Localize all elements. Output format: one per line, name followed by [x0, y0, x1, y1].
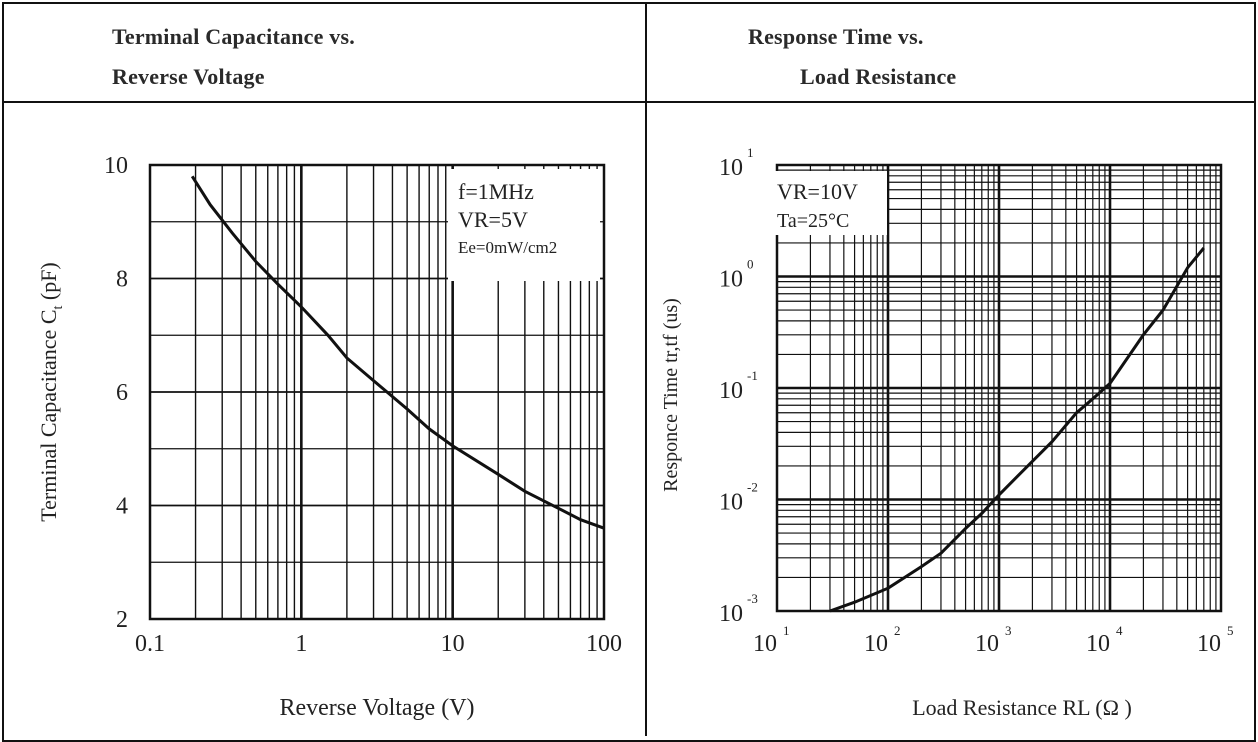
x-tick-label: 10	[864, 631, 888, 657]
response-time-curve	[829, 247, 1205, 613]
x-tick-exponent: 3	[1005, 623, 1012, 638]
tick-labels: 0.1 1 10 100 2 4 6 8 10	[104, 153, 622, 657]
condition-temperature: Ta=25°C	[777, 210, 849, 232]
y-tick-label: 4	[116, 494, 128, 520]
x-tick-exponent: 1	[783, 623, 790, 638]
x-axis-label: Load Resistance RL (Ω )	[912, 695, 1132, 720]
y-tick-exponent: -3	[747, 591, 758, 606]
left-panel-title-line2: Reverse Voltage	[112, 64, 265, 89]
tick-labels: 10 1 10 2 10 3 10 4 10 5 10 1 10 0 10 -1 10 -2 10 -3	[719, 145, 1234, 657]
conditions-box-bg	[448, 169, 600, 281]
condition-reverse-voltage: VR=5V	[458, 207, 528, 232]
y-tick-label: 6	[116, 380, 128, 406]
x-axis-label: Reverse Voltage (V)	[279, 695, 474, 721]
y-tick-label: 10	[719, 267, 743, 293]
conditions-box-bg	[775, 171, 887, 235]
x-tick-label: 10	[753, 631, 777, 657]
y-tick-label: 10	[719, 155, 743, 181]
chart-grid	[777, 165, 1221, 611]
left-panel-title-line1: Terminal Capacitance vs.	[112, 24, 355, 49]
y-axis-label-main: Terminal Capacitance C	[36, 310, 61, 522]
x-tick-label: 10	[1197, 631, 1221, 657]
plot-frame	[775, 163, 1223, 613]
x-tick-exponent: 4	[1116, 623, 1123, 638]
y-tick-exponent: 1	[747, 145, 754, 160]
response-time-vs-load-chart: 10 1 10 2 10 3 10 4 10 5 10 1 10 0 10 -1 10 -2 10 -3 VR=10V…	[660, 145, 1234, 720]
y-tick-exponent: -2	[747, 480, 758, 495]
y-axis-label: Responce Time tr,tf (us)	[660, 298, 682, 492]
y-axis-label-sub: t	[51, 306, 66, 310]
header-divider	[2, 101, 1256, 103]
column-divider	[645, 2, 647, 736]
y-tick-label: 8	[116, 267, 128, 293]
right-panel-title-line1: Response Time vs.	[748, 24, 924, 49]
y-tick-exponent: 0	[747, 257, 754, 272]
x-tick-label: 1	[295, 631, 307, 657]
x-tick-label: 10	[441, 631, 465, 657]
x-tick-exponent: 2	[894, 623, 901, 638]
plot-frame	[148, 163, 606, 621]
y-tick-label: 10	[719, 601, 743, 627]
x-tick-label: 10	[1086, 631, 1110, 657]
y-tick-label: 10	[104, 153, 128, 179]
x-tick-label: 0.1	[135, 631, 165, 657]
condition-irradiance: Ee=0mW/cm2	[458, 238, 557, 257]
y-tick-label: 2	[116, 607, 128, 633]
y-axis-label: Terminal Capacitance Ct (pF)	[36, 262, 66, 522]
y-tick-exponent: -1	[747, 368, 758, 383]
condition-reverse-voltage: VR=10V	[777, 179, 858, 204]
condition-frequency: f=1MHz	[458, 179, 534, 204]
chart-grid	[150, 165, 604, 619]
y-tick-label: 10	[719, 490, 743, 516]
capacitance-curve	[190, 175, 605, 530]
y-axis-label-unit: (pF)	[36, 262, 61, 305]
right-panel-title-line2: Load Resistance	[800, 64, 957, 89]
y-tick-label: 10	[719, 378, 743, 404]
x-tick-label: 10	[975, 631, 999, 657]
x-tick-label: 100	[586, 631, 622, 657]
x-tick-exponent: 5	[1227, 623, 1234, 638]
